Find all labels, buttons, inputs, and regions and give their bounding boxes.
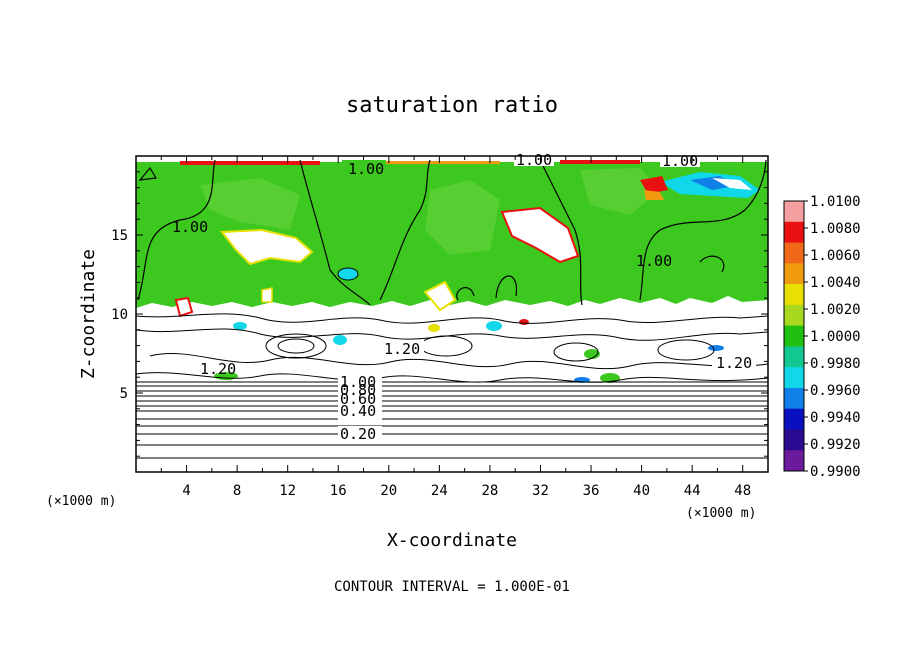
x-tick-label: 4	[182, 483, 190, 499]
x-tick-label: 16	[330, 483, 347, 499]
chart-title: saturation ratio	[346, 93, 558, 118]
y-tick-label: 15	[111, 228, 128, 244]
contours-lower	[136, 313, 768, 459]
colorbar-swatch	[784, 284, 804, 306]
x-tick-label: 12	[279, 483, 296, 499]
contour-label: 0.60	[340, 390, 376, 408]
green-streak	[580, 168, 660, 215]
colorbar-tick-label: 0.9940	[810, 410, 861, 426]
cloud-patch	[174, 296, 194, 318]
colorbar-tick-label: 0.9960	[810, 383, 861, 399]
contour-label: 0.20	[340, 425, 376, 443]
colorbar-swatch	[784, 242, 804, 264]
red-spot	[519, 319, 529, 325]
contour-label: 1.20	[200, 360, 236, 378]
y-tick-label: 5	[120, 386, 128, 402]
top-strip	[136, 156, 768, 162]
plot-area	[136, 156, 768, 472]
y-tick-label: 10	[111, 307, 128, 323]
contour-label: 1.00	[636, 252, 672, 270]
green-streak	[200, 178, 300, 230]
x-tick-label: 24	[431, 483, 448, 499]
cloud-patch	[500, 206, 580, 264]
contour-label: 1.00	[172, 218, 208, 236]
colorbar-swatch	[784, 221, 804, 244]
x-axis: 4 8 12 16 20 24 28 32 36 40 44 48	[160, 156, 751, 499]
green-spot	[584, 349, 600, 359]
blue-spot	[708, 345, 724, 351]
contour-label: 1.00	[340, 373, 376, 391]
contour-label: 1.00	[662, 152, 698, 170]
contour-label: 0.40	[340, 402, 376, 420]
cyan-spot	[486, 321, 502, 331]
colorbar-tick-label: 1.0000	[810, 329, 861, 345]
x-tick-label: 20	[380, 483, 397, 499]
colorbar-swatch	[784, 325, 804, 347]
colored-patch	[180, 161, 320, 165]
x-tick-label: 40	[633, 483, 650, 499]
colorbar-swatch	[784, 450, 804, 472]
colorbar-swatch	[784, 387, 804, 410]
y-units-label: (×1000 m)	[46, 494, 116, 509]
x-tick-label: 32	[532, 483, 549, 499]
colored-patch	[640, 176, 668, 194]
cyan-spot	[233, 322, 247, 330]
colored-patch	[712, 178, 752, 190]
colorbar-tick-label: 1.0100	[810, 194, 861, 210]
cyan-spot	[333, 335, 347, 345]
colorbar-tick-label: 1.0060	[810, 248, 861, 264]
cloud-patch	[423, 280, 457, 312]
x-tick-label: 36	[583, 483, 600, 499]
colorbar-swatch	[784, 304, 804, 327]
contours-upper	[137, 159, 767, 306]
green-streak	[425, 180, 500, 255]
y-axis-label: Z-coordinate	[78, 249, 99, 379]
x-tick-label: 28	[481, 483, 498, 499]
contour-label: 1.00	[516, 151, 552, 169]
colorbar-tick-label: 1.0020	[810, 302, 861, 318]
cloud-patch	[261, 287, 273, 303]
colorbar-tick-label: 1.0040	[810, 275, 861, 291]
x-tick-label: 48	[734, 483, 751, 499]
x-units-label: (×1000 m)	[686, 506, 756, 521]
colorbar-swatch	[784, 408, 804, 430]
colorbar-swatch	[784, 429, 804, 451]
x-tick-label: 8	[233, 483, 241, 499]
cloud-patch	[220, 228, 314, 266]
cyan-spot	[337, 267, 359, 281]
colorbar-tick-label: 0.9980	[810, 356, 861, 372]
colorbar-tick-label: 1.0080	[810, 221, 861, 237]
yellow-spot	[428, 324, 440, 332]
colored-patch	[360, 161, 500, 164]
colorbar-swatch	[784, 367, 804, 389]
colored-patch	[560, 160, 640, 164]
contour-label: 1.00	[348, 160, 384, 178]
colorbar: 1.0100 1.0080 1.0060 1.0040 1.0020 1.0000 0.99…	[783, 194, 861, 480]
contour-label: 1.20	[716, 354, 752, 372]
colorbar-tick-label: 0.9900	[810, 464, 861, 480]
x-axis-label: X-coordinate	[387, 530, 517, 551]
colorbar-swatch	[784, 201, 804, 223]
colorbar-swatch	[784, 263, 804, 285]
colored-patch	[644, 190, 664, 200]
y-axis: 5 10 15	[111, 171, 768, 457]
contour-interval-note: CONTOUR INTERVAL = 1.000E-01	[334, 579, 570, 595]
colorbar-swatch	[784, 346, 804, 368]
x-tick-label: 44	[684, 483, 701, 499]
contour-label: 0.80	[340, 381, 376, 399]
colorbar-tick-label: 0.9920	[810, 437, 861, 453]
contour-label: 1.20	[384, 340, 420, 358]
